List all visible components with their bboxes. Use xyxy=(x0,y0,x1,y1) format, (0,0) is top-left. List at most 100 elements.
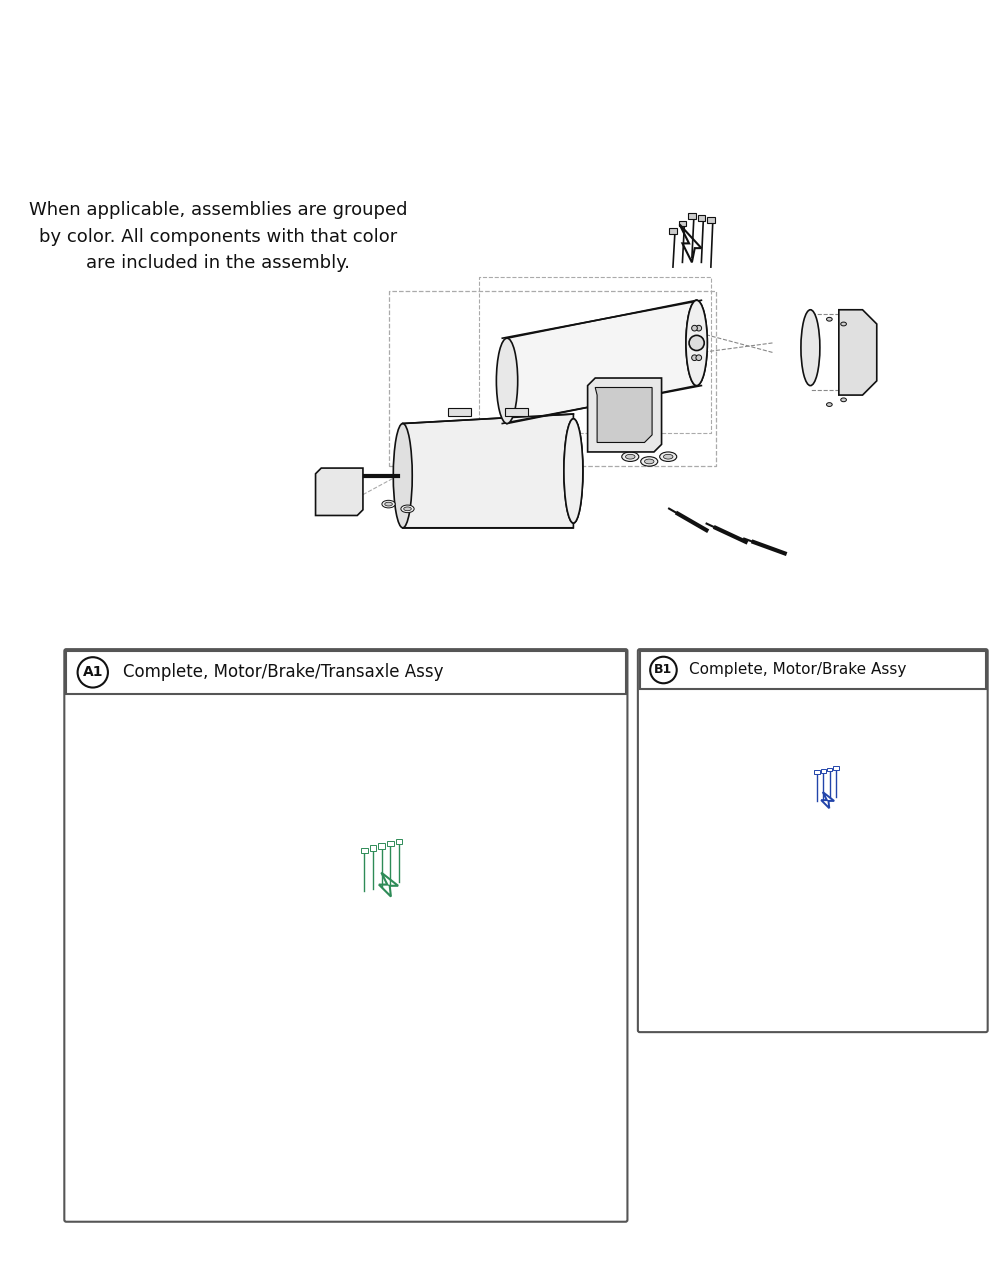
Circle shape xyxy=(817,874,822,878)
Bar xyxy=(679,220,686,227)
Bar xyxy=(505,408,528,416)
Ellipse shape xyxy=(84,1039,99,1048)
Bar xyxy=(66,651,626,694)
FancyBboxPatch shape xyxy=(638,649,988,1033)
Polygon shape xyxy=(174,929,348,1066)
Circle shape xyxy=(366,926,371,933)
Ellipse shape xyxy=(644,459,654,464)
Ellipse shape xyxy=(564,419,583,523)
Ellipse shape xyxy=(810,822,824,892)
Ellipse shape xyxy=(440,959,453,965)
Ellipse shape xyxy=(622,452,639,461)
Ellipse shape xyxy=(663,455,673,459)
Circle shape xyxy=(810,855,814,859)
Ellipse shape xyxy=(701,862,712,882)
Bar xyxy=(387,841,394,846)
Polygon shape xyxy=(403,414,573,528)
Polygon shape xyxy=(595,388,652,442)
Ellipse shape xyxy=(68,1012,83,1021)
Polygon shape xyxy=(831,829,862,886)
Ellipse shape xyxy=(338,929,358,1049)
Circle shape xyxy=(696,355,702,361)
Bar xyxy=(821,769,826,773)
Ellipse shape xyxy=(382,500,395,508)
Polygon shape xyxy=(94,997,138,1041)
Bar xyxy=(448,408,471,416)
Ellipse shape xyxy=(79,996,94,1005)
Circle shape xyxy=(817,836,822,840)
Circle shape xyxy=(369,952,374,957)
Circle shape xyxy=(377,926,383,933)
Circle shape xyxy=(696,326,702,331)
Ellipse shape xyxy=(827,403,832,407)
Ellipse shape xyxy=(461,964,474,971)
Polygon shape xyxy=(359,935,392,995)
Circle shape xyxy=(365,921,383,938)
Ellipse shape xyxy=(401,506,414,513)
Circle shape xyxy=(698,340,704,346)
Bar xyxy=(640,651,986,689)
Polygon shape xyxy=(507,300,697,423)
Circle shape xyxy=(812,874,817,878)
Ellipse shape xyxy=(385,502,392,506)
Ellipse shape xyxy=(686,300,707,385)
Polygon shape xyxy=(588,378,662,452)
Circle shape xyxy=(692,326,697,331)
Bar xyxy=(698,215,705,220)
Ellipse shape xyxy=(686,300,707,385)
Bar xyxy=(396,839,402,844)
Bar xyxy=(370,845,376,850)
Circle shape xyxy=(692,355,697,361)
Circle shape xyxy=(369,901,374,907)
Bar xyxy=(669,228,677,234)
Bar xyxy=(819,810,833,818)
Circle shape xyxy=(374,901,380,907)
Text: Complete, Motor/Brake Assy: Complete, Motor/Brake Assy xyxy=(689,663,906,678)
Circle shape xyxy=(374,952,380,957)
Ellipse shape xyxy=(88,1041,96,1047)
Ellipse shape xyxy=(435,955,457,968)
Ellipse shape xyxy=(83,998,90,1002)
Ellipse shape xyxy=(801,309,820,385)
Circle shape xyxy=(812,836,817,840)
Text: A1: A1 xyxy=(83,665,103,679)
Ellipse shape xyxy=(457,960,479,974)
Bar xyxy=(833,767,839,770)
Ellipse shape xyxy=(827,317,832,321)
Bar xyxy=(378,843,385,849)
Circle shape xyxy=(820,855,824,859)
Ellipse shape xyxy=(224,910,241,992)
FancyBboxPatch shape xyxy=(64,649,627,1221)
Ellipse shape xyxy=(393,423,412,528)
Ellipse shape xyxy=(366,888,382,971)
Ellipse shape xyxy=(77,1030,85,1035)
Bar xyxy=(707,217,715,223)
Polygon shape xyxy=(709,822,817,906)
Circle shape xyxy=(690,340,695,346)
Ellipse shape xyxy=(841,398,846,402)
Polygon shape xyxy=(316,468,363,516)
Circle shape xyxy=(811,851,823,863)
Circle shape xyxy=(689,336,704,351)
Text: B1: B1 xyxy=(654,664,673,677)
Ellipse shape xyxy=(72,1015,79,1019)
Ellipse shape xyxy=(404,507,411,511)
Text: Complete, Motor/Brake/Transaxle Assy: Complete, Motor/Brake/Transaxle Assy xyxy=(123,664,444,682)
Bar xyxy=(827,768,832,772)
Bar xyxy=(814,770,820,774)
Polygon shape xyxy=(839,309,877,395)
Ellipse shape xyxy=(660,452,677,461)
Text: When applicable, assemblies are grouped
by color. All components with that color: When applicable, assemblies are grouped … xyxy=(29,201,407,272)
Ellipse shape xyxy=(702,837,716,906)
Ellipse shape xyxy=(641,456,658,466)
Ellipse shape xyxy=(841,322,846,326)
Ellipse shape xyxy=(857,829,867,886)
Ellipse shape xyxy=(164,945,183,1066)
Ellipse shape xyxy=(73,1029,88,1038)
Bar xyxy=(361,848,368,853)
Polygon shape xyxy=(232,888,374,992)
Ellipse shape xyxy=(564,419,583,523)
Bar xyxy=(688,213,696,219)
Ellipse shape xyxy=(496,338,518,423)
Ellipse shape xyxy=(626,455,635,459)
